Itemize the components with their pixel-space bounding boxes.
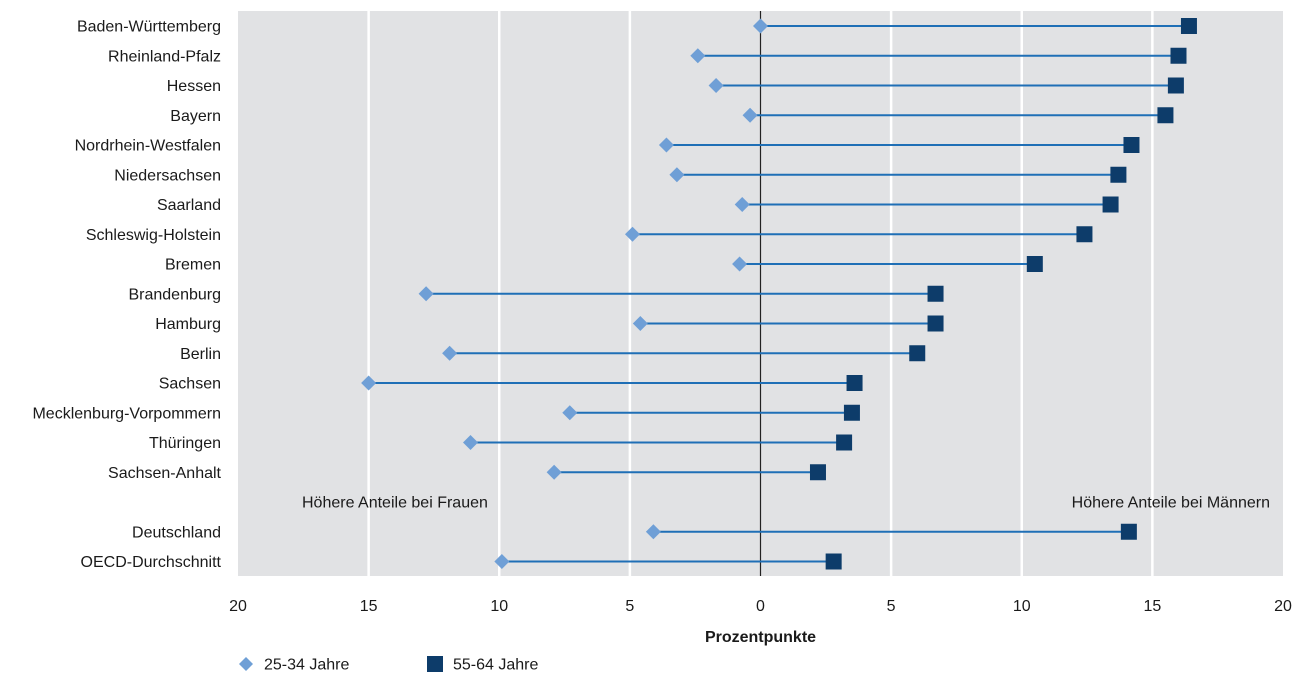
x-tick-label: 20 xyxy=(229,598,247,615)
category-label: Sachsen xyxy=(159,376,221,393)
marker-55-64 xyxy=(846,375,863,391)
marker-25-34 xyxy=(442,345,458,361)
marker-55-64 xyxy=(1102,196,1119,213)
annotation-left: Höhere Anteile bei Frauen xyxy=(302,495,488,512)
marker-55-64 xyxy=(809,464,826,481)
marker-25-34 xyxy=(669,167,685,183)
marker-25-34 xyxy=(632,316,648,331)
category-label: Berlin xyxy=(180,346,221,363)
x-tick-labels: 20 15 10 5 0 5 10 15 20 xyxy=(229,598,1292,615)
x-tick-label: 5 xyxy=(887,598,896,615)
category-labels: Baden-Württemberg Rheinland-Pfalz Hessen Ba… xyxy=(32,19,221,572)
marker-55-64 xyxy=(843,404,860,421)
marker-25-34 xyxy=(753,18,768,34)
category-label: Niedersachsen xyxy=(114,167,221,184)
category-label: Sachsen-Anhalt xyxy=(108,465,222,482)
category-label: Deutschland xyxy=(132,524,221,541)
marker-55-64 xyxy=(1157,107,1174,124)
marker-25-34 xyxy=(645,524,661,540)
marker-55-64 xyxy=(1110,166,1127,183)
legend: 25-34 Jahre 55-64 Jahre xyxy=(239,656,538,674)
marker-55-64 xyxy=(927,315,944,332)
legend-item-55-64: 55-64 Jahre xyxy=(427,656,538,674)
category-label: Brandenburg xyxy=(128,286,221,303)
marker-25-34 xyxy=(734,197,750,212)
category-label: Hessen xyxy=(167,78,221,95)
marker-25-34 xyxy=(562,405,578,421)
marker-55-64 xyxy=(927,285,944,302)
marker-55-64 xyxy=(1123,137,1140,153)
marker-25-34 xyxy=(463,435,479,450)
category-label: Schleswig-Holstein xyxy=(86,227,221,244)
category-label: Rheinland-Pfalz xyxy=(108,48,221,65)
marker-25-34 xyxy=(546,464,562,480)
x-tick-label: 15 xyxy=(360,598,378,615)
category-label: Baden-Württemberg xyxy=(77,19,221,36)
square-marker-icon xyxy=(427,656,443,672)
marker-25-34 xyxy=(361,375,377,391)
marker-55-64 xyxy=(1026,256,1043,272)
marker-55-64 xyxy=(836,434,853,451)
x-tick-label: 10 xyxy=(490,598,508,615)
marker-55-64 xyxy=(1180,18,1197,34)
marker-25-34 xyxy=(624,226,640,242)
marker-25-34 xyxy=(658,137,674,153)
x-tick-label: 0 xyxy=(756,598,765,615)
category-label: Bremen xyxy=(165,257,221,274)
category-label: Saarland xyxy=(157,197,221,214)
annotation-right: Höhere Anteile bei Männern xyxy=(1072,495,1270,512)
x-tick-label: 15 xyxy=(1143,598,1161,615)
category-label: Bayern xyxy=(170,108,221,125)
category-label: Nordrhein-Westfalen xyxy=(75,138,221,155)
marker-55-64 xyxy=(1120,523,1137,540)
legend-label: 25-34 Jahre xyxy=(264,657,349,674)
x-tick-label: 10 xyxy=(1013,598,1031,615)
marker-55-64 xyxy=(1167,77,1184,94)
marker-55-64 xyxy=(825,553,842,570)
category-label: Hamburg xyxy=(155,316,221,333)
x-tick-label: 20 xyxy=(1274,598,1292,615)
x-tick-label: 5 xyxy=(625,598,634,615)
category-label: OECD-Durchschnitt xyxy=(81,554,222,571)
marker-25-34 xyxy=(732,256,748,272)
category-label: Mecklenburg-Vorpommern xyxy=(32,405,221,422)
legend-item-25-34: 25-34 Jahre xyxy=(239,657,349,674)
diamond-marker-icon xyxy=(239,657,253,671)
category-label: Thüringen xyxy=(149,435,221,452)
marker-25-34 xyxy=(690,48,706,64)
marker-25-34 xyxy=(708,78,724,93)
marker-25-34 xyxy=(494,554,510,569)
marker-25-34 xyxy=(742,107,758,123)
data-markers xyxy=(361,18,1197,570)
marker-55-64 xyxy=(1170,47,1187,64)
x-axis-title: Prozentpunkte xyxy=(705,629,816,646)
marker-25-34 xyxy=(418,286,434,302)
marker-55-64 xyxy=(1076,226,1093,243)
marker-55-64 xyxy=(909,345,926,362)
connector-lines xyxy=(368,25,1189,563)
legend-label: 55-64 Jahre xyxy=(453,657,538,674)
